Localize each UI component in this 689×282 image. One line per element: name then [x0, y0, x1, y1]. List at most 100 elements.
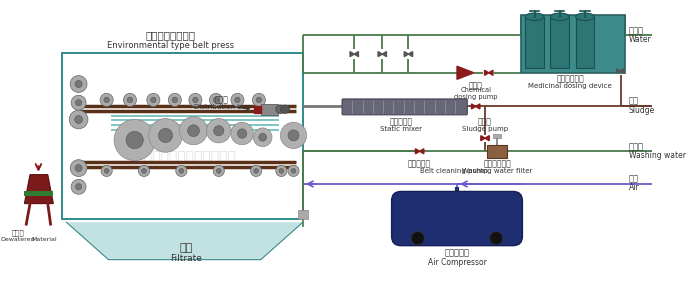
Ellipse shape: [276, 105, 285, 113]
Text: 污泥: 污泥: [629, 96, 639, 105]
Text: Environmental type belt press: Environmental type belt press: [107, 41, 234, 50]
Circle shape: [288, 130, 299, 141]
Bar: [576, 17, 595, 68]
Text: Dewatered: Dewatered: [1, 237, 35, 242]
Circle shape: [213, 97, 218, 103]
Text: Distribution box: Distribution box: [194, 104, 249, 110]
Text: Material: Material: [31, 237, 56, 242]
Circle shape: [207, 118, 231, 143]
Circle shape: [214, 125, 224, 136]
Circle shape: [101, 165, 112, 177]
Polygon shape: [382, 52, 387, 57]
Text: Sludge: Sludge: [629, 106, 655, 115]
Circle shape: [256, 97, 262, 103]
Circle shape: [279, 169, 284, 173]
Circle shape: [142, 169, 146, 173]
Polygon shape: [378, 52, 382, 57]
Text: Water: Water: [629, 35, 652, 44]
Circle shape: [213, 165, 225, 177]
Polygon shape: [24, 175, 53, 204]
Text: 滤带清洗泵: 滤带清洗泵: [408, 159, 431, 168]
Circle shape: [254, 128, 272, 147]
FancyBboxPatch shape: [342, 99, 467, 115]
Bar: [298, 210, 307, 219]
Text: Medicinal dosing device: Medicinal dosing device: [528, 83, 612, 89]
Circle shape: [104, 169, 109, 173]
Ellipse shape: [576, 13, 595, 21]
Text: 滤液: 滤液: [179, 243, 193, 254]
Circle shape: [193, 97, 198, 103]
Text: Air: Air: [629, 183, 639, 192]
Ellipse shape: [525, 13, 544, 21]
Text: Sludge pump: Sludge pump: [462, 126, 508, 132]
Circle shape: [74, 116, 83, 124]
Polygon shape: [350, 52, 354, 57]
Text: Washing water: Washing water: [629, 151, 686, 160]
Bar: [62, 53, 303, 219]
Text: 自来水: 自来水: [629, 26, 644, 35]
Circle shape: [127, 97, 133, 103]
Circle shape: [100, 93, 113, 106]
Ellipse shape: [280, 105, 290, 113]
Circle shape: [216, 169, 221, 173]
Text: 布料器: 布料器: [214, 95, 229, 104]
Circle shape: [168, 93, 181, 106]
Circle shape: [104, 97, 110, 103]
Bar: [261, 103, 278, 115]
Circle shape: [276, 165, 287, 177]
Circle shape: [71, 95, 86, 110]
FancyBboxPatch shape: [391, 191, 522, 246]
Circle shape: [288, 165, 299, 177]
Text: 空气压缩机: 空气压缩机: [444, 249, 469, 258]
Circle shape: [75, 165, 82, 172]
Circle shape: [179, 169, 184, 173]
Text: 环保型带式压滤机: 环保型带式压滤机: [145, 30, 195, 40]
Text: Air Compressor: Air Compressor: [428, 258, 486, 267]
Polygon shape: [457, 66, 474, 79]
Text: Belt cleaning pump: Belt cleaning pump: [420, 168, 488, 174]
Text: 污泥泵: 污泥泵: [478, 117, 492, 126]
Polygon shape: [404, 52, 409, 57]
Polygon shape: [409, 52, 413, 57]
Polygon shape: [621, 69, 624, 73]
Circle shape: [158, 128, 172, 142]
Bar: [487, 145, 508, 158]
Bar: [24, 191, 53, 196]
Circle shape: [209, 93, 223, 106]
Circle shape: [70, 110, 88, 129]
Circle shape: [114, 120, 155, 161]
Polygon shape: [485, 136, 489, 141]
Circle shape: [280, 122, 307, 149]
Polygon shape: [484, 70, 489, 75]
Circle shape: [291, 169, 296, 173]
Circle shape: [252, 93, 265, 106]
Circle shape: [189, 93, 202, 106]
Bar: [493, 135, 501, 138]
Circle shape: [251, 165, 262, 177]
Text: 药液泵: 药液泵: [469, 81, 482, 90]
Circle shape: [70, 76, 87, 92]
Text: 卸料饲: 卸料饲: [12, 229, 24, 236]
Circle shape: [149, 118, 183, 152]
Text: Filtrate: Filtrate: [170, 254, 202, 263]
Circle shape: [254, 169, 258, 173]
Circle shape: [70, 160, 87, 177]
Polygon shape: [481, 136, 485, 141]
Text: 山东创新一体化工程有限公司: 山东创新一体化工程有限公司: [127, 150, 236, 164]
Circle shape: [126, 131, 143, 149]
Text: 空气: 空气: [629, 175, 639, 184]
Polygon shape: [354, 52, 358, 57]
Bar: [525, 17, 544, 68]
Text: Chemical
dosing pump: Chemical dosing pump: [454, 87, 497, 100]
Circle shape: [75, 80, 82, 87]
Polygon shape: [471, 104, 475, 109]
Bar: [520, 15, 625, 73]
Circle shape: [180, 117, 207, 145]
Ellipse shape: [551, 13, 569, 21]
Circle shape: [235, 97, 240, 103]
Polygon shape: [420, 149, 424, 154]
Circle shape: [147, 93, 160, 106]
Circle shape: [176, 165, 187, 177]
Polygon shape: [617, 69, 621, 73]
Bar: [254, 106, 261, 113]
